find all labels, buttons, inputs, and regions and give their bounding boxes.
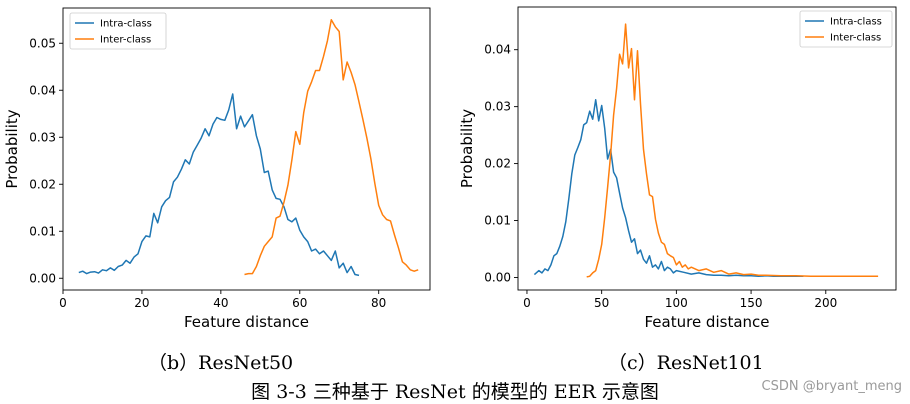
chart-resnet101: 0 50 100 150 200 0.00 0.01 0.02 0.03 0.04 Feature … [458,6,897,331]
x-tick-label: 40 [213,296,228,310]
x-tick-label: 0 [523,296,531,310]
x-tick-label: 80 [371,296,386,310]
y-tick-label: 0.02 [484,157,511,171]
x-tick-label: 50 [594,296,609,310]
series-line-intra-class [78,93,360,277]
y-tick-label: 0.04 [484,43,511,57]
y-tick-label: 0.00 [484,270,511,284]
legend-label-inter-class: Inter-class [830,33,881,44]
chart-resnet50: 0 20 40 60 80 0.00 0.01 0.02 0.03 0.04 0.05 Feature… [3,7,431,331]
x-tick-label: 150 [740,296,763,310]
watermark: CSDN @bryant_meng [761,379,902,394]
x-axis-label: Feature distance [184,313,309,331]
caption-resnet101: （c）ResNet101 [608,352,764,374]
x-tick-label: 20 [134,296,149,310]
y-axis-label: Probability [3,109,21,188]
x-tick-label: 60 [292,296,307,310]
x-tick-label: 0 [59,296,67,310]
caption-resnet50: （b）ResNet50 [148,352,294,374]
axes-frame [517,6,897,291]
y-tick-label: 0.01 [29,224,56,238]
legend-label-intra-class: Intra-class [830,17,882,28]
x-tick-label: 100 [665,296,688,310]
legend-label-intra-class: Intra-class [100,19,152,30]
y-tick-label: 0.00 [29,271,56,285]
axes-frame [62,7,431,291]
y-tick-label: 0.03 [484,100,511,114]
y-axis-label: Probability [458,109,476,188]
legend-label-inter-class: Inter-class [100,35,151,46]
y-tick-label: 0.02 [29,177,56,191]
legend-box [69,12,167,50]
series-line-intra-class [533,99,804,278]
figure-title: 图 3-3 三种基于 ResNet 的模型的 EER 示意图 [251,381,659,403]
y-tick-label: 0.03 [29,130,56,144]
x-tick-label: 200 [814,296,837,310]
y-tick-label: 0.05 [29,36,56,50]
x-axis-label: Feature distance [644,313,769,331]
y-tick-label: 0.01 [484,214,511,228]
series-line-inter-class [244,19,419,276]
legend-box [799,10,893,48]
series-line-inter-class [586,23,879,278]
y-tick-label: 0.04 [29,83,56,97]
